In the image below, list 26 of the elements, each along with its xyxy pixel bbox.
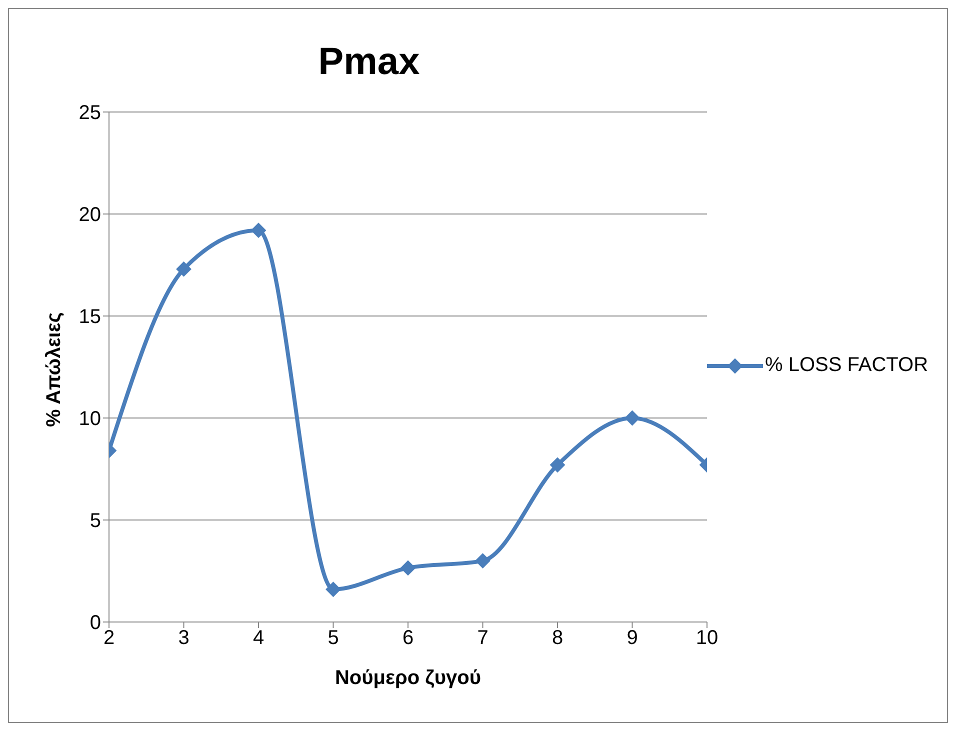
y-tick-label: 20 xyxy=(78,204,101,226)
chart-title: Pmax xyxy=(317,41,421,84)
y-tick-label: 0 xyxy=(90,612,101,634)
y-tick-label: 25 xyxy=(78,102,101,124)
point xyxy=(475,553,490,568)
point xyxy=(400,560,416,576)
x-axis-title: Νούμερο ζυγού xyxy=(334,667,482,689)
x-tick-label: 4 xyxy=(252,627,264,650)
x-tick-label: 7 xyxy=(477,627,488,650)
point xyxy=(326,582,341,597)
x-tick-label: 9 xyxy=(626,627,638,650)
x-tick-label: 8 xyxy=(552,627,564,650)
legend-label: % LOSS FACTOR xyxy=(765,354,928,377)
x-tick-label: 5 xyxy=(328,627,339,650)
y-tick-label: 5 xyxy=(90,510,101,532)
point xyxy=(624,410,640,426)
x-tick-label: 3 xyxy=(178,627,190,650)
y-axis-title: % Απώλειες xyxy=(43,312,66,427)
y-tick-label: 10 xyxy=(78,408,101,430)
point xyxy=(251,222,266,238)
y-tick-label: 15 xyxy=(78,306,101,328)
x-tick-label: 2 xyxy=(103,627,115,650)
x-tick-label: 10 xyxy=(696,627,718,650)
point xyxy=(176,262,192,277)
x-tick-label: 6 xyxy=(402,627,414,650)
point xyxy=(550,457,565,472)
